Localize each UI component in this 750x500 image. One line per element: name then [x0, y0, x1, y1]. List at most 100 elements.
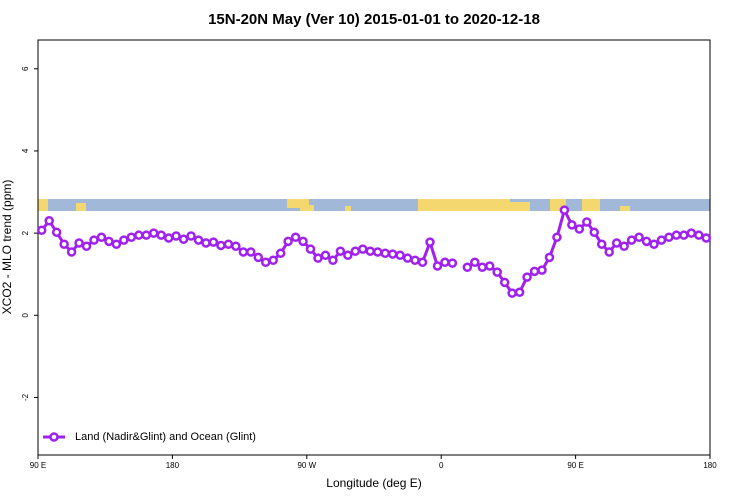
point — [208, 237, 219, 247]
point — [462, 262, 473, 272]
point — [59, 239, 69, 249]
y-tick-label: 2 — [21, 230, 30, 235]
point — [649, 239, 659, 249]
point — [477, 262, 488, 272]
point — [417, 257, 428, 268]
point — [567, 220, 577, 230]
point — [104, 236, 114, 247]
point — [335, 246, 346, 256]
point — [216, 240, 226, 251]
point — [671, 230, 682, 240]
plot-frame — [37, 39, 711, 456]
point — [522, 272, 532, 282]
point — [260, 257, 271, 268]
point — [686, 228, 697, 238]
point — [365, 246, 376, 256]
point — [552, 232, 562, 242]
point — [305, 244, 316, 254]
point — [246, 247, 256, 257]
x-tick-label: 90 E — [30, 461, 46, 470]
point — [499, 277, 510, 288]
point — [193, 235, 204, 245]
point — [619, 241, 629, 252]
point — [238, 247, 249, 257]
y-tick-label: 4 — [21, 148, 30, 153]
map-strip — [38, 199, 710, 211]
x-tick-label: 0 — [439, 461, 444, 470]
point — [275, 248, 286, 259]
x-tick-label: 180 — [703, 461, 717, 470]
point — [201, 238, 211, 248]
point — [343, 250, 353, 261]
point — [484, 261, 495, 271]
x-tick-label: 90 W — [297, 461, 316, 470]
point — [119, 235, 129, 245]
point — [410, 255, 420, 265]
point — [574, 224, 585, 234]
point — [626, 235, 637, 245]
y-tick-label: 6 — [21, 66, 30, 71]
point — [395, 250, 405, 261]
point — [372, 247, 383, 257]
point — [89, 235, 99, 245]
point — [425, 237, 435, 247]
point — [537, 265, 547, 275]
point — [380, 248, 390, 259]
x-tick-label: 180 — [166, 461, 180, 470]
legend-swatch-point — [49, 432, 59, 442]
point — [290, 232, 301, 242]
point — [470, 257, 480, 268]
point — [544, 252, 555, 263]
point — [611, 238, 622, 248]
point — [163, 233, 174, 243]
point — [432, 261, 443, 271]
point — [641, 236, 652, 247]
point — [141, 230, 152, 240]
point — [701, 233, 712, 243]
point — [694, 230, 704, 240]
point — [36, 225, 47, 235]
x-tick-label: 90 E — [567, 461, 583, 470]
point — [51, 227, 62, 238]
point — [492, 267, 502, 277]
point — [514, 287, 525, 298]
point — [507, 288, 517, 298]
point — [74, 238, 84, 248]
point — [634, 232, 644, 242]
point — [529, 266, 540, 277]
point — [134, 230, 144, 240]
point — [604, 247, 614, 257]
point — [447, 258, 458, 268]
point — [231, 241, 241, 252]
chart-title: 15N-20N May (Ver 10) 2015-01-01 to 2020-… — [208, 11, 540, 28]
point — [664, 232, 674, 242]
point — [253, 252, 264, 263]
legend-label: Land (Nadir&Glint) and Ocean (Glint) — [75, 431, 256, 443]
point — [656, 235, 667, 245]
point — [350, 246, 361, 256]
point — [96, 232, 107, 242]
point — [178, 234, 189, 245]
point — [111, 239, 122, 249]
y-tick-label: -2 — [21, 393, 30, 401]
x-axis-label: Longitude (deg E) — [326, 476, 421, 490]
point — [559, 205, 570, 215]
point — [44, 216, 54, 226]
point — [358, 244, 368, 254]
point — [440, 257, 450, 268]
point — [589, 227, 600, 238]
point — [81, 241, 92, 252]
point — [156, 230, 166, 240]
point — [186, 231, 196, 241]
point — [223, 239, 234, 249]
point — [582, 217, 592, 227]
y-tick-label: 0 — [21, 313, 30, 318]
point — [313, 253, 323, 263]
point — [320, 250, 331, 261]
point — [679, 230, 689, 240]
point — [387, 249, 398, 259]
point — [283, 236, 293, 247]
point — [148, 228, 159, 238]
point — [402, 253, 413, 263]
